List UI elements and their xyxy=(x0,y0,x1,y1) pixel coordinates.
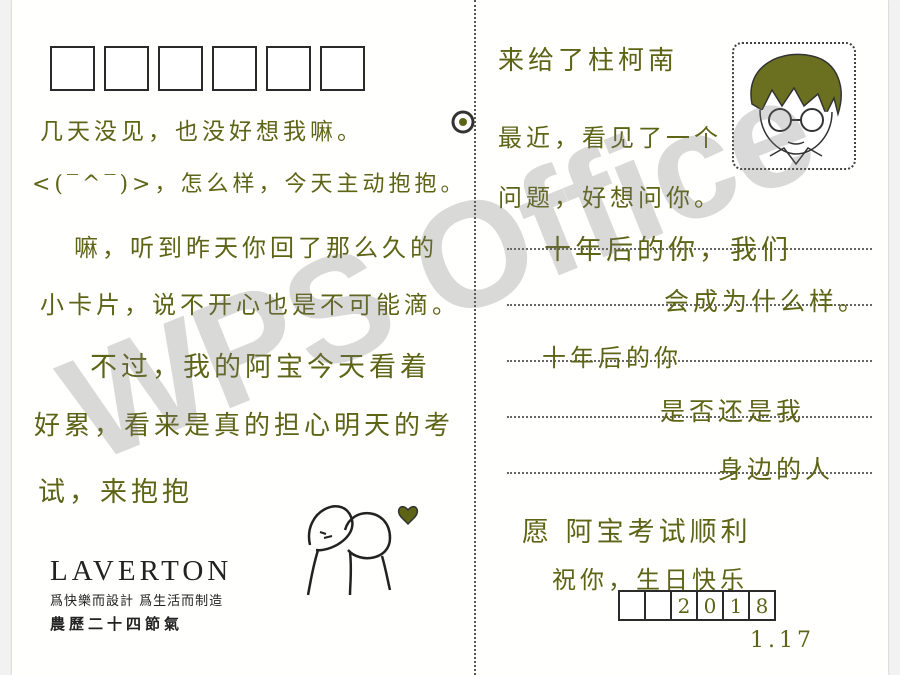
postal-code-box xyxy=(50,46,95,91)
left-message-line: 试，来抱抱 xyxy=(38,477,193,508)
right-message-line: 愿 阿宝考试顺利 xyxy=(522,517,752,548)
postal-code-box xyxy=(266,46,311,91)
date-boxes: 2 0 1 8 xyxy=(618,590,776,621)
portrait-stamp xyxy=(732,42,856,170)
right-message-line: 会成为什么样。 xyxy=(664,287,868,316)
brand-logo: LAVERTON 爲快樂而設計 爲生活而制造 農歷二十四節氣 xyxy=(50,555,232,634)
postal-code-box xyxy=(212,46,257,91)
date-digit-box: 0 xyxy=(696,590,724,621)
postal-code-box xyxy=(104,46,149,91)
date-digit-box: 8 xyxy=(748,590,776,621)
hug-doodle-icon xyxy=(306,505,419,596)
date-digit-box: 1 xyxy=(722,590,750,621)
address-line xyxy=(507,472,872,474)
right-message-line: 十年后的你 xyxy=(542,344,682,372)
address-line xyxy=(507,360,872,362)
postal-code-boxes xyxy=(50,46,365,91)
left-message-line: 嘛，听到昨天你回了那么久的 xyxy=(74,234,438,262)
character-portrait-icon xyxy=(750,53,842,166)
right-message-line: 祝你，生日快乐 xyxy=(552,566,748,594)
address-line xyxy=(507,248,872,250)
left-message-line: 不过，我的阿宝今天看着 xyxy=(90,352,431,383)
date-digit-box xyxy=(618,590,646,621)
left-message-line: 几天没见，也没好想我嘛。 xyxy=(40,119,364,145)
brand-name: LAVERTON xyxy=(50,555,233,587)
heart-doodle-icon xyxy=(451,110,475,134)
right-message-line: 来给了柱柯南 xyxy=(498,46,679,76)
postal-code-box xyxy=(320,46,365,91)
left-message-line: 小卡片，说不开心也是不可能滴。 xyxy=(40,291,460,319)
date-day: 1.17 xyxy=(750,628,815,653)
center-divider xyxy=(474,0,476,675)
right-message-line: 问题，好想问你。 xyxy=(498,184,722,212)
right-message-line: 是否还是我 xyxy=(660,397,806,426)
date-digit-box xyxy=(644,590,672,621)
postal-code-box xyxy=(158,46,203,91)
right-message-line: 最近，看见了一个 xyxy=(498,124,722,152)
date-digit-box: 2 xyxy=(670,590,698,621)
left-message-line: <(‾^‾)>，怎么样，今天主动抱抱。 xyxy=(32,172,467,197)
right-message-line: 身边的人 xyxy=(718,455,835,484)
postcard: 几天没见，也没好想我嘛。 <(‾^‾)>，怎么样，今天主动抱抱。 嘛，听到昨天你… xyxy=(12,0,888,675)
brand-series: 農歷二十四節氣 xyxy=(50,615,184,633)
address-line xyxy=(507,416,872,418)
address-line xyxy=(507,304,872,306)
left-message-line: 好累，看来是真的担心明天的考 xyxy=(34,411,455,441)
right-message-line: 十年后的你，我们 xyxy=(544,235,792,266)
brand-tagline: 爲快樂而設計 爲生活而制造 xyxy=(50,594,224,609)
